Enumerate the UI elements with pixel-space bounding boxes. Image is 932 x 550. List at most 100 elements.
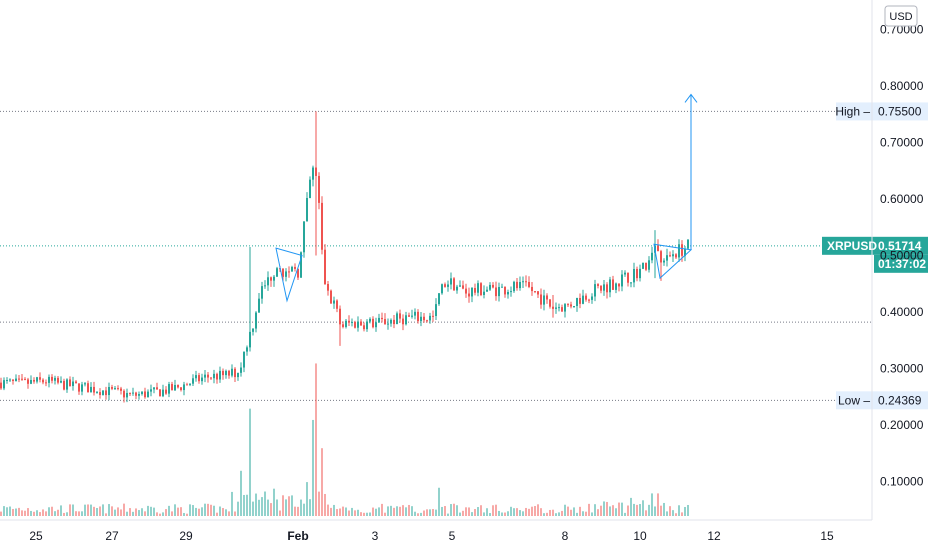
- candle-body: [357, 321, 359, 328]
- target-arrow-head[interactable]: [684, 93, 698, 103]
- volume-bar: [222, 508, 224, 516]
- volume-bar: [600, 505, 602, 516]
- candle-body: [114, 388, 116, 390]
- candle-body: [183, 384, 185, 391]
- volume-bar: [78, 511, 80, 516]
- low-tag-label-bg: [836, 391, 874, 410]
- candle-body: [522, 281, 524, 283]
- volume-bar: [345, 507, 347, 516]
- volume-bar: [519, 510, 521, 516]
- candle-body: [123, 390, 125, 398]
- volume-bar: [60, 505, 62, 516]
- volume-bar: [477, 507, 479, 516]
- candle-body: [495, 287, 497, 297]
- high-tag-value: 0.75500: [878, 104, 922, 118]
- candle-body: [420, 316, 422, 322]
- y-axis[interactable]: 0.700000.800000.700000.600000.500000.400…: [871, 0, 924, 520]
- volume-bar: [501, 512, 503, 516]
- volume-bar: [27, 508, 29, 516]
- x-axis[interactable]: 25 27 29 Feb 3 5 8 10 12 15: [0, 519, 872, 543]
- volume-bar: [243, 494, 245, 516]
- candle-body: [675, 254, 677, 258]
- pennant-pattern-right[interactable]: [653, 243, 693, 280]
- y-tick-label: 0.20000: [880, 418, 924, 432]
- volume-bar: [39, 512, 41, 516]
- candle-body: [384, 319, 386, 325]
- volume-bar: [504, 512, 506, 516]
- volume-bar: [441, 506, 443, 516]
- volume-bar: [537, 504, 539, 516]
- candle-body: [261, 286, 263, 299]
- volume-bar: [609, 506, 611, 516]
- candle-body: [321, 202, 323, 250]
- candle-body: [363, 325, 365, 330]
- candle-body: [627, 272, 629, 283]
- volume-bar: [633, 503, 635, 516]
- candle-body: [576, 297, 578, 306]
- pennant-pattern-left[interactable]: [275, 247, 303, 303]
- candle-body: [300, 252, 302, 278]
- last-price-tag: XRPUSD 0.51714 01:37:02: [822, 236, 928, 273]
- candle-body: [156, 387, 158, 390]
- candle-body: [288, 271, 290, 273]
- candle-body: [129, 393, 131, 395]
- volume-bar: [435, 509, 437, 516]
- candle-body: [168, 384, 170, 394]
- volume-bar: [288, 496, 290, 516]
- candle-body: [207, 374, 209, 378]
- volume-bar: [513, 508, 515, 516]
- volume-bar: [312, 419, 314, 516]
- candle-body: [252, 328, 254, 332]
- volume-bar: [354, 510, 356, 516]
- volume-bar: [507, 511, 509, 516]
- candle-body: [141, 391, 143, 395]
- volume-bar: [570, 509, 572, 516]
- candle-body: [546, 295, 548, 300]
- volume-bar: [474, 509, 476, 516]
- volume-bar: [621, 502, 623, 516]
- currency-badge[interactable]: USD: [884, 5, 918, 27]
- candle-body: [579, 297, 581, 304]
- volume-bar: [654, 506, 656, 516]
- candle-body: [567, 304, 569, 306]
- volume-bar: [339, 508, 341, 516]
- candle-body: [402, 318, 404, 325]
- volume-bar: [36, 510, 38, 516]
- candle-body: [231, 368, 233, 376]
- candle-body: [24, 378, 26, 380]
- volume-bar: [156, 512, 158, 516]
- volume-bar: [543, 513, 545, 516]
- candle-body: [444, 284, 446, 287]
- candle-body: [258, 298, 260, 313]
- volume-bar: [150, 506, 152, 516]
- candle-body: [345, 320, 347, 327]
- candle-body: [372, 318, 374, 328]
- candle-body: [528, 281, 530, 287]
- high-tag: High – 0.75500: [835, 102, 928, 121]
- volume-bar: [105, 513, 107, 516]
- volume-bar: [93, 506, 95, 516]
- volume-bar: [486, 508, 488, 516]
- candle-body: [0, 382, 2, 389]
- candle-body: [645, 262, 647, 270]
- y-tick-label: 0.60000: [880, 192, 924, 206]
- volume-bar: [471, 512, 473, 516]
- volume-bar: [240, 470, 242, 516]
- volume-bar: [30, 510, 32, 516]
- candle-body: [519, 281, 521, 289]
- x-tick-label: 15: [820, 529, 834, 543]
- candle-body: [330, 290, 332, 304]
- volume-bar: [666, 511, 668, 516]
- candle-body: [192, 378, 194, 384]
- volume-bar: [219, 506, 221, 516]
- volume-bar: [171, 511, 173, 516]
- trend-drawings[interactable]: [275, 93, 698, 303]
- price-tags: High – 0.75500 Low – 0.24369 XRPUSD 0.51714 01…: [822, 102, 928, 410]
- volume-bar: [591, 512, 593, 516]
- candle-body: [462, 285, 464, 289]
- volume-bar: [450, 504, 452, 516]
- candle-body: [564, 304, 566, 312]
- candle-body: [216, 373, 218, 380]
- volume-bar: [645, 510, 647, 516]
